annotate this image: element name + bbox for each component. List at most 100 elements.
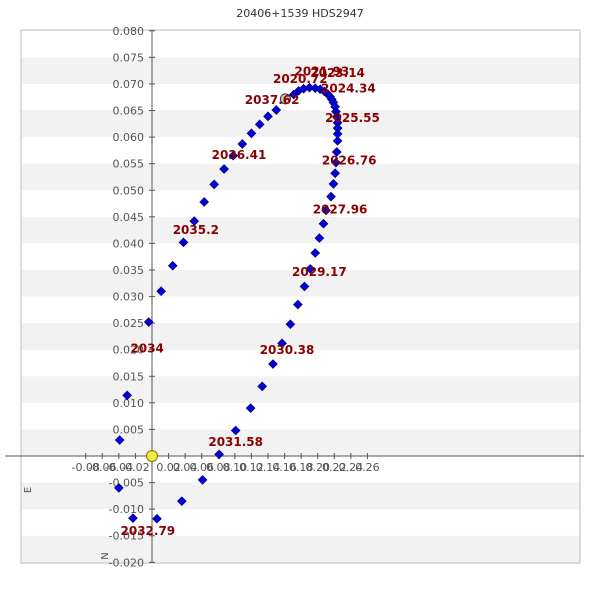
orbit-point [189, 216, 200, 226]
orbit-point [156, 286, 166, 297]
orbit-point [178, 237, 189, 248]
x-tick-label: 0.06 [189, 461, 214, 474]
y-tick-label: 0.025 [113, 317, 145, 330]
orbit-point [314, 233, 325, 243]
grid-band [21, 269, 580, 297]
y-tick-label: 0.005 [113, 423, 145, 436]
y-tick-label: 0.050 [113, 184, 145, 197]
y-tick-label: 0.075 [113, 51, 145, 64]
orbit-point [318, 218, 329, 229]
epoch-label: 2025.55 [325, 111, 380, 125]
grid-band [21, 376, 580, 403]
epoch-label: 2029.17 [292, 265, 347, 279]
orbit-point [128, 513, 138, 524]
orbit-point [114, 435, 125, 445]
epoch-label: 2037.62 [245, 93, 300, 107]
epoch-label: 2023.14 [310, 66, 365, 80]
y-tick-label: 0.080 [113, 25, 145, 38]
grid-band [21, 216, 580, 244]
orbit-point [310, 248, 321, 258]
y-tick-label: -0.015 [109, 530, 144, 543]
epoch-label: 2030.38 [260, 343, 315, 357]
orbit-point [271, 105, 282, 115]
axes: -0.08-0.06-0.04-0.02 0.020.040.060.080.10… [5, 25, 584, 569]
plot-frame [20, 29, 581, 564]
orbit-point [237, 139, 248, 149]
y-tick-label: 0.060 [113, 131, 145, 144]
epoch-label: 2032.79 [121, 524, 176, 538]
y-tick-label: 0.065 [113, 105, 145, 118]
y-tick-label: 0.035 [113, 264, 145, 277]
orbit-point [246, 128, 257, 139]
y-tick-label: 0.020 [113, 344, 145, 357]
x-tick-label: 0.14 [256, 461, 281, 474]
orbit-point [331, 147, 342, 157]
epoch-label: 2034 [130, 341, 163, 355]
orbit-point [304, 82, 315, 93]
y-tick-label: 0.015 [113, 370, 145, 383]
y-tick-label: 0.030 [113, 291, 145, 304]
orbit-point [197, 475, 208, 485]
y-tick-label: -0.005 [109, 477, 144, 490]
chart-title: 20406+1539 HDS2947 [236, 7, 363, 20]
epoch-label: 2020.72 [273, 72, 328, 86]
orbit-point [245, 403, 256, 413]
orbit-point [114, 483, 124, 493]
orbit-point [332, 135, 343, 146]
orbit-point [285, 319, 296, 330]
x-tick-label: 0.08 [206, 461, 231, 474]
x-tick-label: 0.10 [223, 461, 248, 474]
orbit-point [331, 157, 341, 168]
x-tick-label: 0.24 [339, 461, 364, 474]
axis-label-east: E [23, 487, 34, 493]
orbit-point [219, 164, 229, 174]
orbit-point [254, 119, 265, 130]
axis-label-north: N [100, 552, 111, 559]
orbit-point [152, 513, 162, 524]
epoch-label: 2021.93 [295, 64, 350, 78]
grid-band [21, 482, 580, 510]
y-tick-label: -0.020 [109, 556, 144, 569]
epoch-label: 2036.41 [212, 148, 267, 162]
primary-star-marker [146, 450, 158, 462]
grid-bands [21, 57, 580, 563]
orbit-point [199, 197, 210, 207]
x-tick-label: 0.22 [322, 461, 347, 474]
epoch-label: 2024.34 [321, 81, 376, 95]
x-tick-label: -0.08 [71, 461, 99, 474]
y-tick-label: 0.010 [113, 397, 145, 410]
orbit-point [277, 338, 287, 349]
grid-band [21, 323, 580, 350]
orbit-point [143, 317, 154, 327]
x-tick-label: 0.16 [272, 461, 297, 474]
orbit-point [177, 496, 187, 507]
epoch-label: 2027.96 [313, 203, 368, 217]
x-tick-label: 0.26 [355, 461, 380, 474]
epoch-label: 2035.2 [173, 223, 219, 237]
orbit-point [299, 281, 310, 292]
grid-band [21, 535, 580, 563]
orbit-point [326, 191, 336, 202]
x-tick-label: -0.06 [88, 461, 116, 474]
current-position-marker [279, 93, 291, 105]
orbit-point [167, 260, 178, 271]
x-tick-label: 0.18 [289, 461, 314, 474]
x-tick-label: -0.02 [121, 461, 149, 474]
epoch-label: 2026.76 [322, 154, 377, 168]
y-tick-label: 0.040 [113, 237, 145, 250]
y-tick-label: 0.055 [113, 158, 145, 171]
x-tick-label: 0.12 [239, 461, 264, 474]
orbit-point [321, 205, 331, 216]
orbit-point [293, 299, 303, 310]
orbit-point [268, 359, 278, 369]
grid-band [21, 57, 580, 84]
x-tick-label: 0.04 [173, 461, 198, 474]
orbit-points [114, 82, 343, 524]
grid-band [21, 429, 580, 456]
x-tick-label: 0.02 [156, 461, 181, 474]
y-tick-label: -0.010 [109, 503, 144, 516]
x-tick-label: -0.04 [105, 461, 133, 474]
x-tick-label: 0.20 [305, 461, 330, 474]
grid-band [21, 163, 580, 191]
